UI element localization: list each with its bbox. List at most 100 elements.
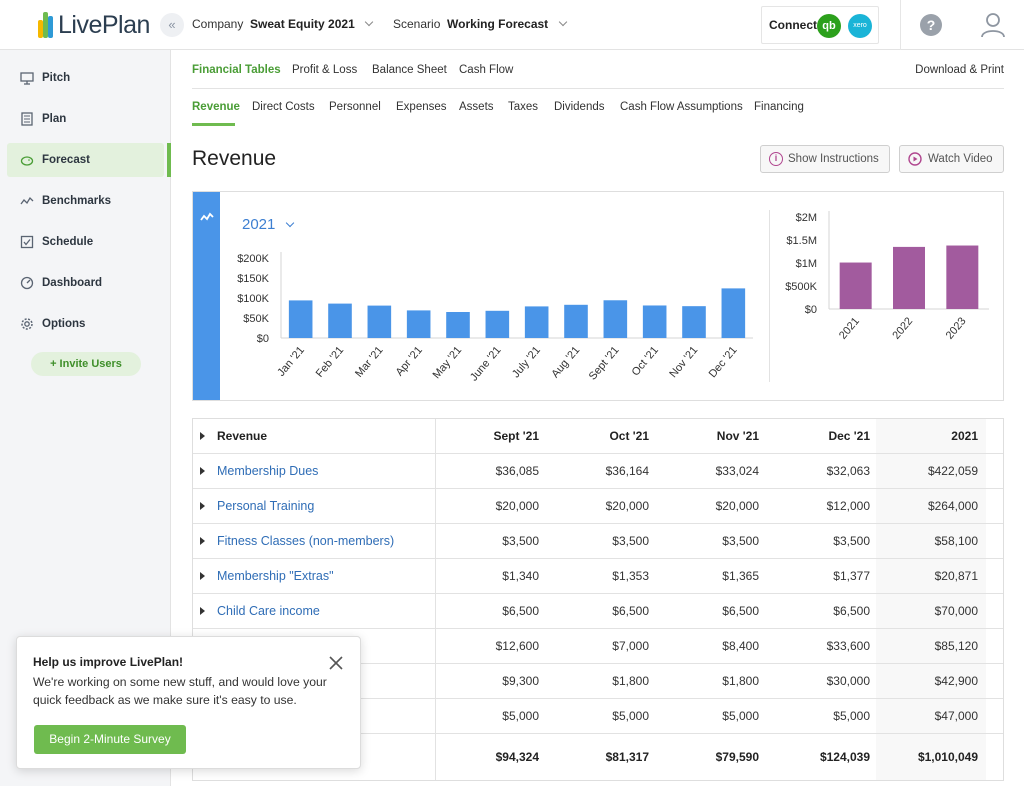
table-row[interactable]: $5,000 $5,000 $5,000 $5,000 $47,000 <box>193 699 1003 734</box>
sidebar-item-forecast[interactable]: Forecast <box>7 143 164 177</box>
expand-caret-icon[interactable] <box>200 607 205 615</box>
cell-value[interactable]: $1,377 <box>833 569 870 583</box>
cell-value[interactable]: $3,500 <box>722 534 759 548</box>
tab-dividends[interactable]: Dividends <box>554 101 605 113</box>
table-row[interactable]: Membership Dues $36,085 $36,164 $33,024 $32,… <box>193 454 1003 489</box>
row-label[interactable]: Personal Training <box>217 499 315 513</box>
cell-value[interactable]: $6,500 <box>502 604 539 618</box>
help-icon[interactable]: ? <box>920 14 942 36</box>
cell-value[interactable]: $1,800 <box>722 674 759 688</box>
sidebar-item-plan[interactable]: Plan <box>7 102 164 136</box>
tab-personnel[interactable]: Personnel <box>329 101 381 113</box>
cell-value[interactable]: $36,164 <box>605 464 649 478</box>
table-row[interactable]: Child Care income $6,500 $6,500 $6,500 $6,50… <box>193 594 1003 629</box>
cell-value[interactable]: $1,353 <box>612 569 649 583</box>
company-selector[interactable]: Company Sweat Equity 2021 <box>192 17 374 31</box>
show-instructions-button[interactable]: i Show Instructions <box>760 145 890 173</box>
invite-users-button[interactable]: + Invite Users <box>31 352 141 376</box>
cell-value[interactable]: $1,365 <box>722 569 759 583</box>
cell-value[interactable]: $33,600 <box>826 639 870 653</box>
sidebar-item-benchmarks[interactable]: Benchmarks <box>7 184 164 218</box>
cell-value[interactable]: $20,000 <box>605 499 649 513</box>
y-tick-label: $1.5M <box>786 235 817 247</box>
x-tick-label: Apr '21 <box>394 344 425 378</box>
cell-value[interactable]: $12,000 <box>826 499 870 513</box>
cell-value[interactable]: $6,500 <box>833 604 870 618</box>
sidebar-item-options[interactable]: Options <box>7 307 164 341</box>
cell-value[interactable]: $5,000 <box>612 709 649 723</box>
cell-value[interactable]: $3,500 <box>612 534 649 548</box>
begin-survey-button[interactable]: Begin 2-Minute Survey <box>34 725 186 754</box>
sidebar-item-schedule[interactable]: Schedule <box>7 225 164 259</box>
tab-expenses[interactable]: Expenses <box>396 101 447 113</box>
collapse-sidebar-button[interactable]: « <box>160 13 184 37</box>
cell-value[interactable]: $8,400 <box>722 639 759 653</box>
cell-value[interactable]: $47,000 <box>934 709 978 723</box>
cell-value[interactable]: $20,871 <box>934 569 978 583</box>
year-selector[interactable]: 2021 <box>242 216 295 233</box>
column-header: Dec '21 <box>828 429 870 443</box>
primary-tabs: Financial Tables Profit & Loss Balance S… <box>192 62 1004 89</box>
liveplan-logo[interactable]: LivePlan <box>38 10 150 40</box>
scenario-selector[interactable]: Scenario Working Forecast <box>393 17 567 31</box>
cell-value[interactable]: $20,000 <box>715 499 759 513</box>
tab-assets[interactable]: Assets <box>459 101 494 113</box>
cell-value[interactable]: $3,500 <box>502 534 539 548</box>
cell-value[interactable]: $12,600 <box>495 639 539 653</box>
tab-cash-flow-assumptions[interactable]: Cash Flow Assumptions <box>620 101 743 113</box>
cell-value[interactable]: $5,000 <box>833 709 870 723</box>
cell-value[interactable]: $7,000 <box>612 639 649 653</box>
download-print-link[interactable]: Download & Print <box>915 64 1004 76</box>
table-row[interactable]: Membership "Extras" $1,340 $1,353 $1,365 $1,… <box>193 559 1003 594</box>
sidebar-item-dashboard[interactable]: Dashboard <box>7 266 164 300</box>
table-row[interactable]: tal income$12,600$7,000$8,400$33,600$85,… <box>193 629 1003 664</box>
tab-profit-loss[interactable]: Profit & Loss <box>292 64 358 76</box>
tab-cash-flow[interactable]: Cash Flow <box>459 64 514 76</box>
cell-value[interactable]: $9,300 <box>502 674 539 688</box>
row-label[interactable]: Fitness Classes (non-members) <box>217 534 395 548</box>
tab-taxes[interactable]: Taxes <box>508 101 539 113</box>
chart-bar <box>642 305 667 338</box>
row-label[interactable]: Membership "Extras" <box>217 569 334 583</box>
cell-value[interactable]: $32,063 <box>826 464 870 478</box>
cell-value[interactable]: $3,500 <box>833 534 870 548</box>
table-row[interactable]: Personal Training $20,000 $20,000 $20,000 $1… <box>193 489 1003 524</box>
cell-value[interactable]: $5,000 <box>722 709 759 723</box>
cell-value[interactable]: $20,000 <box>495 499 539 513</box>
cell-value[interactable]: $33,024 <box>715 464 759 478</box>
tab-balance-sheet[interactable]: Balance Sheet <box>372 64 447 76</box>
table-row[interactable]: $9,300 $1,800 $1,800 $30,000 $42,900 <box>193 664 1003 699</box>
xero-icon[interactable]: xero <box>848 14 872 38</box>
row-label[interactable]: Child Care income <box>217 604 320 618</box>
cell-value[interactable]: $42,900 <box>934 674 978 688</box>
cell-value[interactable]: $1,800 <box>612 674 649 688</box>
cell-value[interactable]: $70,000 <box>934 604 978 618</box>
quickbooks-icon[interactable]: qb <box>817 14 841 38</box>
tab-financing[interactable]: Financing <box>754 101 804 113</box>
tab-revenue[interactable]: Revenue <box>192 101 240 113</box>
cell-value[interactable]: $5,000 <box>502 709 539 723</box>
cell-value[interactable]: $30,000 <box>826 674 870 688</box>
expand-caret-icon[interactable] <box>200 537 205 545</box>
cell-value[interactable]: $422,059 <box>927 464 978 478</box>
row-label[interactable]: Membership Dues <box>217 464 319 478</box>
cell-value[interactable]: $58,100 <box>934 534 978 548</box>
cell-value[interactable]: $85,120 <box>934 639 978 653</box>
sidebar-item-pitch[interactable]: Pitch <box>7 61 164 95</box>
close-icon[interactable] <box>328 655 344 671</box>
expand-caret-icon[interactable] <box>200 467 205 475</box>
tab-financial-tables[interactable]: Financial Tables <box>192 64 281 76</box>
expand-caret-icon[interactable] <box>200 572 205 580</box>
expand-caret-icon[interactable] <box>200 502 205 510</box>
expand-caret-icon[interactable] <box>200 432 205 440</box>
tab-direct-costs[interactable]: Direct Costs <box>252 101 315 113</box>
table-row[interactable]: Fitness Classes (non-members) $3,500 $3,50… <box>193 524 1003 559</box>
watch-video-button[interactable]: Watch Video <box>899 145 1004 173</box>
cell-value[interactable]: $6,500 <box>722 604 759 618</box>
cell-value[interactable]: $36,085 <box>495 464 539 478</box>
cell-value[interactable]: $264,000 <box>927 499 978 513</box>
cell-value[interactable]: $1,340 <box>502 569 539 583</box>
user-account-icon[interactable] <box>981 12 1005 38</box>
cell-value[interactable]: $6,500 <box>612 604 649 618</box>
sidebar-item-label: Plan <box>42 113 67 125</box>
